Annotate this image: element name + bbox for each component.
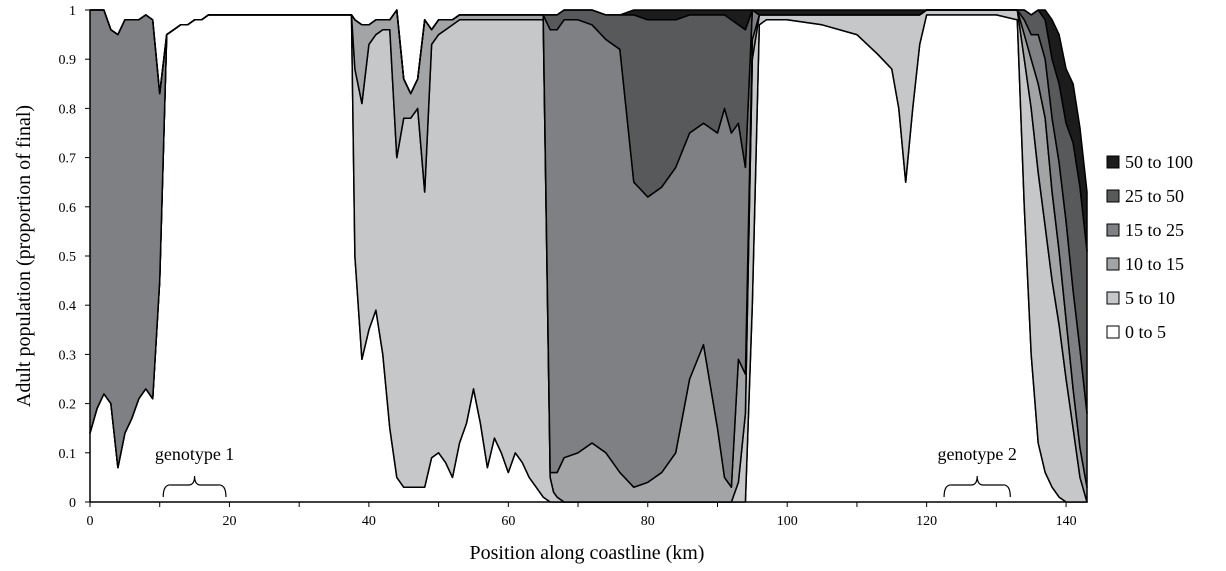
y-axis-ticks: 0 0.1 0.2 0.3 0.4 0.5 0.6 0.7 0.8 0.9 1	[59, 4, 90, 511]
y-tick-label: 0.3	[59, 348, 77, 363]
y-tick-label: 0.1	[59, 447, 77, 462]
legend-swatch-5-to-10	[1106, 291, 1120, 305]
x-tick-label: 80	[641, 514, 655, 529]
y-tick-label: 0.8	[59, 102, 77, 117]
legend-label-25-to-50: 25 to 50	[1125, 186, 1184, 206]
legend-swatch-15-to-25	[1106, 223, 1120, 237]
y-axis-label: Adult population (proportion of final)	[13, 105, 35, 407]
legend-swatch-25-to-50	[1106, 189, 1120, 203]
legend-label-15-to-25: 15 to 25	[1125, 220, 1184, 240]
y-tick-label: 0.6	[59, 201, 77, 216]
y-tick-label: 0.4	[59, 299, 77, 314]
annotation-label: genotype 2	[937, 444, 1016, 464]
legend-swatch-10-to-15	[1106, 257, 1120, 271]
y-tick-label: 1	[69, 4, 76, 19]
y-tick-label: 0.5	[59, 250, 77, 265]
legend-label-5-to-10: 5 to 10	[1125, 288, 1175, 308]
annotation-bracket	[162, 475, 227, 498]
legend-swatch-0-to-5	[1106, 325, 1120, 339]
x-tick-label: 120	[916, 514, 937, 529]
x-axis-ticks: 0 20 40 60 80 100 120 140	[87, 502, 1077, 529]
y-tick-label: 0.7	[59, 152, 77, 167]
y-tick-label: 0.9	[59, 53, 77, 68]
legend-label-10-to-15: 10 to 15	[1125, 254, 1184, 274]
x-tick-label: 60	[501, 514, 515, 529]
legend: 50 to 100 25 to 50 15 to 25 10 to 15 5 to 10…	[1106, 152, 1193, 342]
y-tick-label: 0	[69, 496, 76, 511]
x-tick-label: 20	[222, 514, 236, 529]
x-axis-label: Position along coastline (km)	[470, 542, 705, 564]
legend-swatch-50-to-100	[1106, 155, 1120, 169]
legend-label-50-to-100: 50 to 100	[1125, 152, 1193, 172]
x-tick-label: 100	[777, 514, 798, 529]
legend-label-0-to-5: 0 to 5	[1125, 322, 1166, 342]
annotation-bracket	[943, 475, 1011, 498]
series-area-50-to-100	[89, 9, 1088, 252]
annotations: genotype 1 genotype 2	[155, 444, 1017, 498]
x-tick-label: 40	[362, 514, 376, 529]
annotation-label: genotype 1	[155, 444, 234, 464]
y-tick-label: 0.2	[59, 398, 77, 413]
stacked-areas	[89, 9, 1088, 503]
x-tick-label: 0	[87, 514, 94, 529]
x-tick-label: 140	[1056, 514, 1077, 529]
